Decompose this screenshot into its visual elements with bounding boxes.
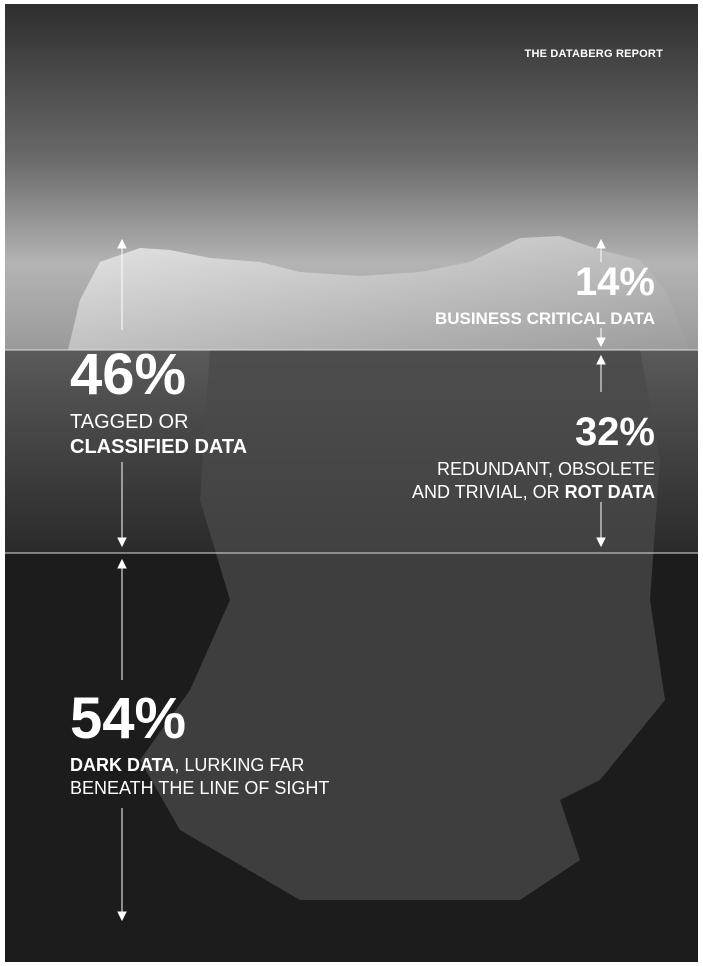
label: AND TRIVIAL, OR — [412, 482, 565, 502]
label-line: TAGGED OR — [70, 410, 247, 435]
label: BENEATH THE LINE OF SIGHT — [70, 778, 329, 798]
percentage: 14% — [435, 262, 655, 302]
callout: 14% BUSINESS CRITICAL DATA — [435, 262, 655, 329]
label-bold: ROT DATA — [565, 482, 655, 502]
percentage: 46% — [70, 346, 247, 404]
report-title: THE DATABERG REPORT — [525, 48, 663, 60]
label-bold: BUSINESS CRITICAL DATA — [435, 309, 655, 328]
label-line: BENEATH THE LINE OF SIGHT — [70, 777, 329, 800]
callout: 46% TAGGED OR CLASSIFIED DATA — [70, 346, 247, 460]
label: REDUNDANT, OBSOLETE — [437, 459, 655, 479]
label-bold: CLASSIFIED DATA — [70, 436, 247, 458]
percentage: 32% — [412, 412, 655, 452]
label-line: AND TRIVIAL, OR ROT DATA — [412, 481, 655, 504]
percentage: 54% — [70, 690, 329, 748]
label-line: REDUNDANT, OBSOLETE — [412, 458, 655, 481]
label-line: BUSINESS CRITICAL DATA — [435, 308, 655, 329]
label-line: DARK DATA, LURKING FAR — [70, 754, 329, 777]
label-bold: DARK DATA — [70, 755, 174, 775]
label: , LURKING FAR — [174, 755, 304, 775]
label-line: CLASSIFIED DATA — [70, 435, 247, 460]
label: TAGGED OR — [70, 411, 189, 433]
infographic: THE DATABERG REPORT (() => { const data … — [0, 0, 703, 966]
